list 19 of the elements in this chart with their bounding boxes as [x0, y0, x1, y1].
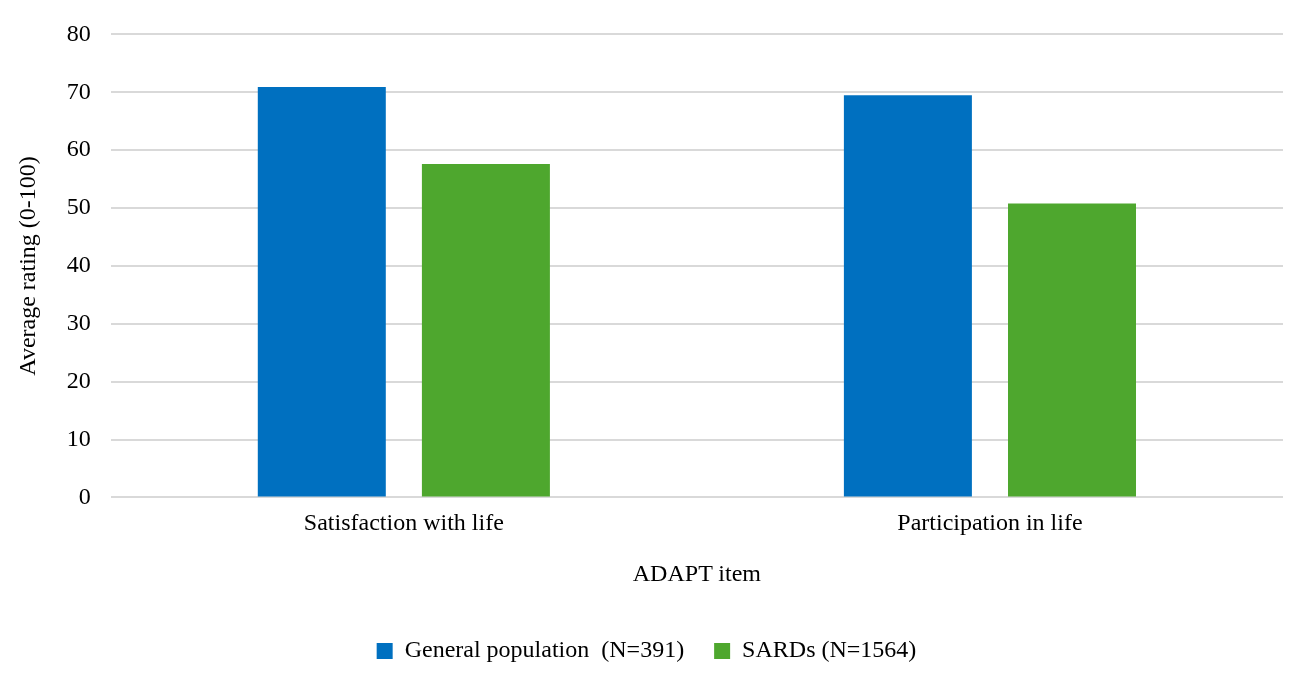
bar [257, 87, 386, 497]
bar [421, 164, 550, 497]
bar [843, 95, 972, 497]
legend-label: SARDs (N=1564) [742, 636, 917, 663]
y-tick-label: 10 [66, 424, 91, 451]
y-tick-label: 20 [66, 366, 91, 393]
bar [1008, 203, 1137, 497]
y-tick-label: 70 [66, 77, 91, 104]
x-tick-label: Participation in life [897, 509, 1083, 536]
y-tick-label: 40 [66, 251, 91, 278]
y-tick-label: 50 [66, 193, 91, 220]
x-axis-title: ADAPT item [632, 559, 762, 586]
y-tick-label: 30 [66, 309, 91, 336]
x-tick-label: Satisfaction with life [303, 509, 504, 536]
y-axis-title: Average rating (0-100) [13, 156, 40, 376]
y-tick-label: 0 [78, 482, 91, 509]
y-tick-label: 60 [66, 135, 91, 162]
legend-label: General population (N=391) [404, 636, 685, 663]
y-tick-label: 80 [66, 19, 91, 46]
